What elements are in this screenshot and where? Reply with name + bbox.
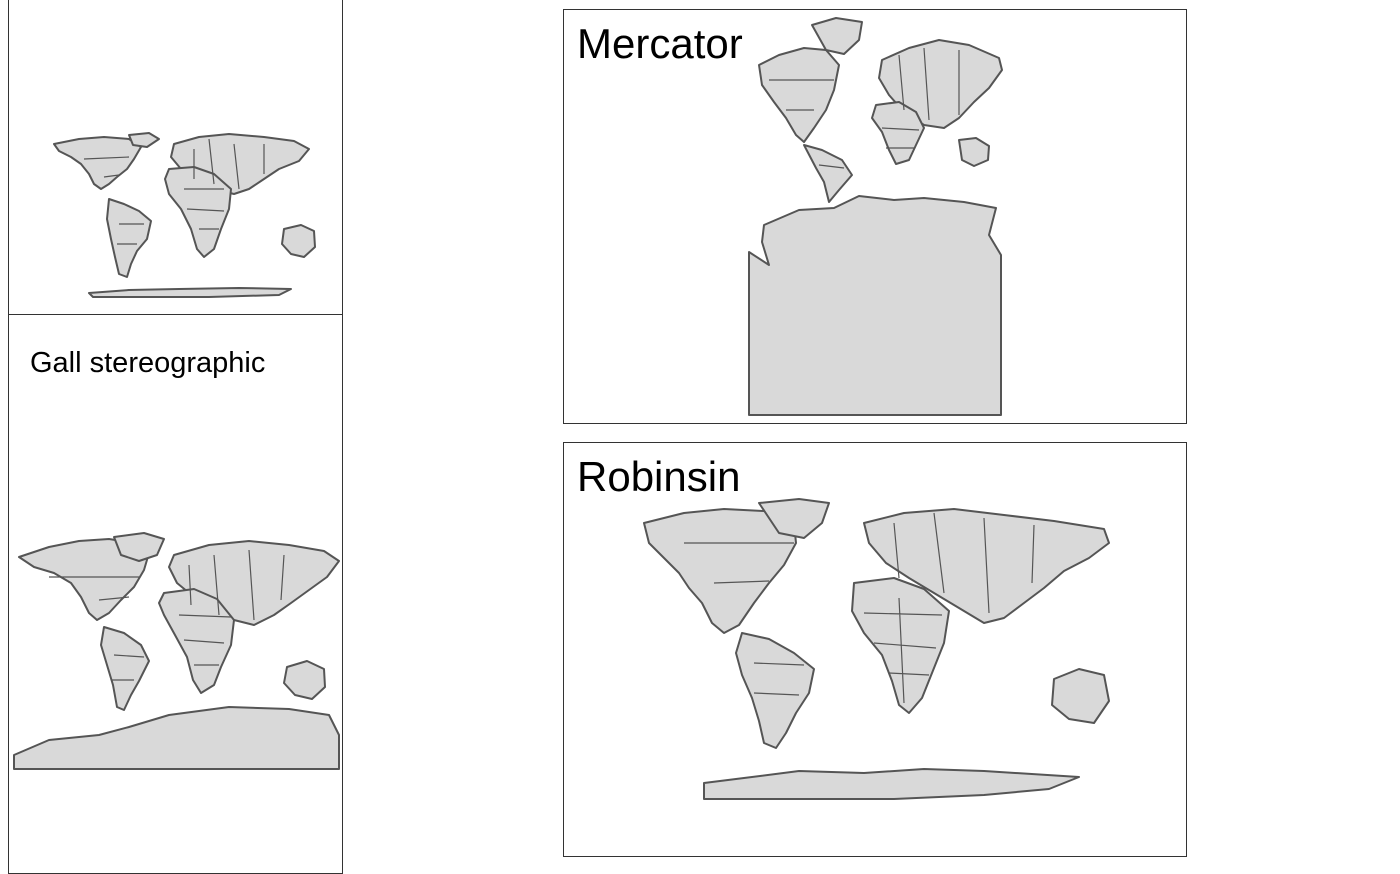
map-panel-top-left xyxy=(8,0,343,315)
north-america xyxy=(643,508,797,634)
country-borders xyxy=(83,138,265,245)
eurasia xyxy=(878,39,1003,129)
panel-title-robinson: Robinsin xyxy=(577,453,741,500)
map-panel-robinson: Robinsin xyxy=(563,442,1187,857)
greenland xyxy=(113,532,165,562)
greenland xyxy=(128,132,160,148)
south-america xyxy=(803,144,853,203)
world-map-gall xyxy=(13,532,340,770)
antarctica xyxy=(88,287,292,298)
country-borders xyxy=(769,47,960,169)
north-america xyxy=(18,538,150,621)
north-america xyxy=(758,47,840,143)
antarctica xyxy=(748,195,1002,416)
country-borders xyxy=(49,549,285,681)
antarctica xyxy=(703,768,1080,800)
africa xyxy=(164,166,232,258)
world-map-equirectangular xyxy=(53,132,316,298)
world-map-robinson xyxy=(643,498,1110,800)
antarctica xyxy=(13,706,340,770)
australia xyxy=(1051,668,1110,724)
greenland xyxy=(811,17,863,55)
south-america xyxy=(106,198,152,278)
world-map-mercator xyxy=(748,17,1003,416)
country-borders xyxy=(684,512,1035,704)
south-america xyxy=(100,626,150,711)
land-masses xyxy=(13,532,340,770)
greenland xyxy=(758,498,830,539)
panel-title-gall: Gall stereographic xyxy=(30,347,266,379)
africa xyxy=(871,101,925,165)
map-panel-gall-stereographic: Gall stereographic xyxy=(8,314,343,874)
north-america xyxy=(53,136,142,190)
australia xyxy=(281,224,316,258)
south-america xyxy=(735,632,815,749)
land-masses xyxy=(748,17,1003,416)
australia xyxy=(283,660,326,700)
land-masses xyxy=(53,132,316,298)
map-panel-mercator: Mercator xyxy=(563,9,1187,424)
land-masses xyxy=(643,498,1110,800)
panel-title-mercator: Mercator xyxy=(577,20,743,67)
australia xyxy=(958,137,990,167)
